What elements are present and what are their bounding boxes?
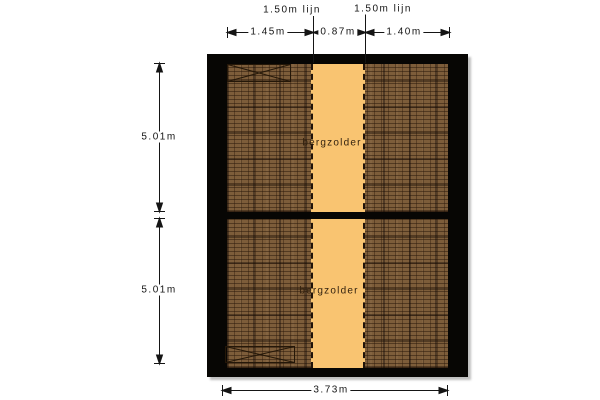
dimension-label-top-left: 1.45m [248, 26, 288, 38]
room-label-lower: bergzolder [299, 285, 359, 297]
dimension-label-top-middle: 0.87m [318, 26, 358, 38]
low-headroom-floor [227, 64, 448, 368]
dividing-wall [227, 212, 448, 219]
dimension-label-top-right: 1.40m [384, 26, 424, 38]
outer-walls [207, 54, 468, 377]
room-label-upper: bergzolder [302, 137, 362, 149]
dimension-label-side-upper: 5.01m [139, 131, 179, 143]
height-line-label-left: 1.50m lijn [261, 4, 323, 16]
dimension-label-side-lower: 5.01m [139, 284, 179, 296]
dimension-label-bottom-total: 3.73m [311, 384, 351, 396]
height-line-label-right: 1.50m lijn [352, 3, 414, 15]
